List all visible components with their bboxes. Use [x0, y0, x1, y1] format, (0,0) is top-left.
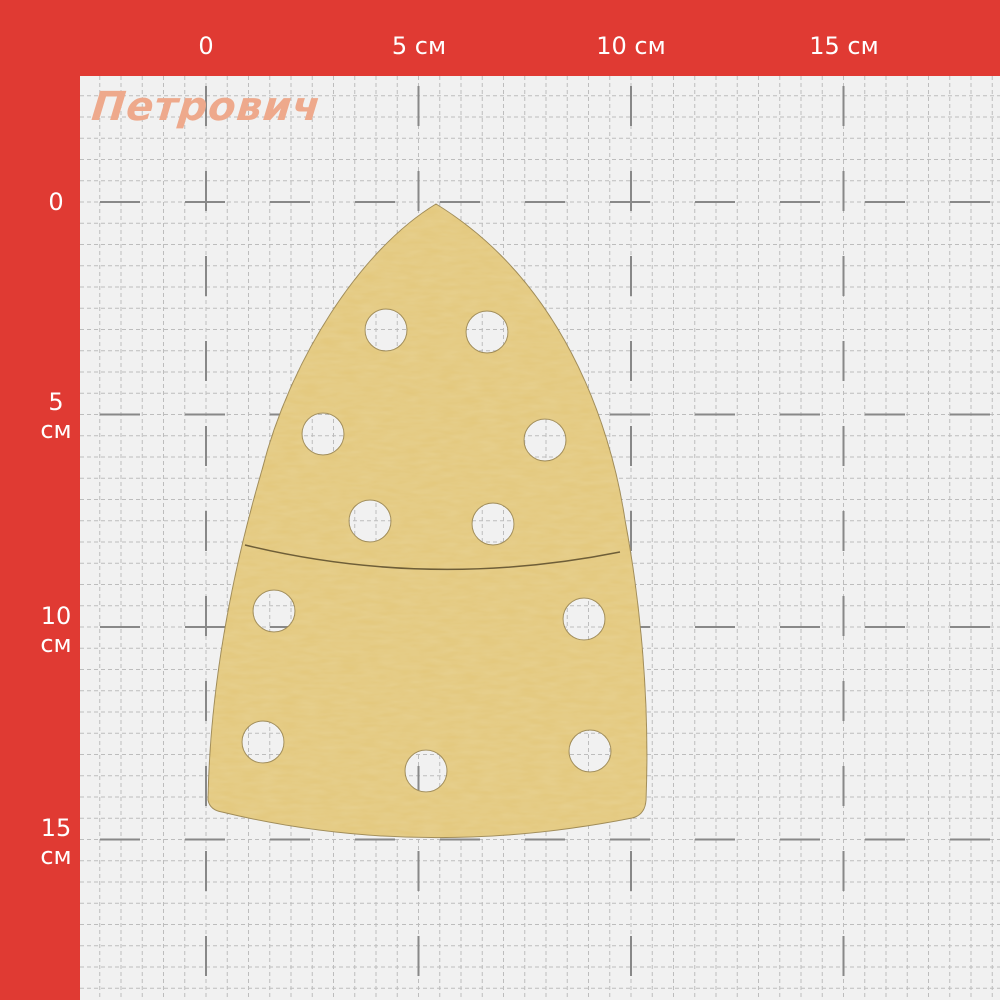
- x-label-5: 5 см: [391, 32, 447, 60]
- y-label-0: 0: [48, 188, 64, 216]
- sheet-texture: [208, 204, 647, 838]
- y-label-5: 5: [48, 388, 64, 416]
- y-label-5-unit: см: [40, 416, 72, 444]
- y-label-10-unit: см: [40, 630, 72, 658]
- perforation-line: [244, 544, 621, 571]
- y-label-15-unit: см: [40, 842, 72, 870]
- x-label-10: 10 см: [596, 32, 666, 60]
- x-label-15: 15 см: [809, 32, 879, 60]
- x-label-0: 0: [198, 32, 214, 60]
- y-label-15: 15: [40, 814, 72, 842]
- y-label-10: 10: [40, 602, 72, 630]
